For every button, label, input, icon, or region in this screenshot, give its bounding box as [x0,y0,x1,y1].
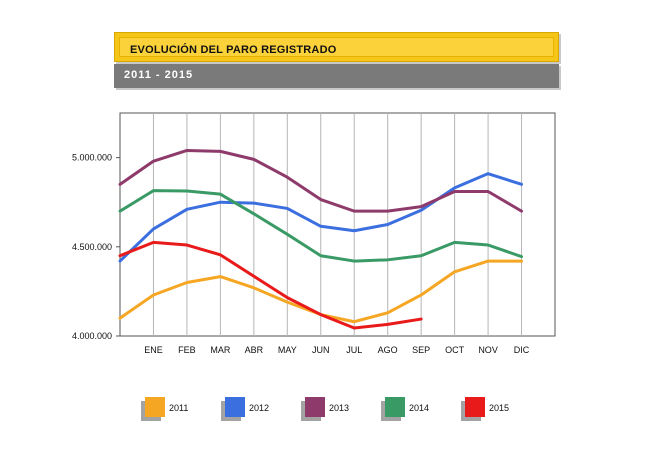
x-tick-label: AGO [378,345,398,355]
x-tick-label: DIC [514,345,530,355]
series-line-2014 [118,189,524,263]
plot-area [119,112,556,337]
legend-label-2011: 2011 [169,403,188,413]
legend-swatch-2015 [465,397,485,417]
x-tick-label: MAY [278,345,297,355]
legend-label-2012: 2012 [249,403,269,413]
y-tick-label: 4.000.000 [72,331,112,341]
series-line-2012 [118,172,524,263]
x-tick-label: SEP [412,345,430,355]
legend-swatch-2012 [225,397,245,417]
x-tick-label: ABR [245,345,264,355]
series-line-2015 [118,240,423,330]
x-tick-label: MAR [210,345,231,355]
legend-label-2015: 2015 [489,403,509,413]
legend-swatch-2014 [385,397,405,417]
chart-subtitle-banner: 2011 - 2015 [114,64,559,88]
chart-subtitle: 2011 - 2015 [124,69,194,81]
chart-title-banner: EVOLUCIÓN DEL PARO REGISTRADO [114,32,559,62]
legend-label-2013: 2013 [329,403,349,413]
x-tick-label: OCT [445,345,465,355]
chart-title: EVOLUCIÓN DEL PARO REGISTRADO [130,44,337,56]
x-tick-label: ENE [144,345,163,355]
legend-swatch-2011 [145,397,165,417]
x-tick-label: FEB [178,345,196,355]
y-tick-label: 4.500.000 [72,242,112,252]
legend-swatch-2013 [305,397,325,417]
x-tick-label: JUN [312,345,330,355]
x-tick-label: JUL [346,345,362,355]
legend-label-2014: 2014 [409,403,429,413]
chart-title-inner: EVOLUCIÓN DEL PARO REGISTRADO [119,37,554,57]
x-tick-label: NOV [478,345,498,355]
y-tick-label: 5.000.000 [72,153,112,163]
series-line-2013 [118,148,524,213]
